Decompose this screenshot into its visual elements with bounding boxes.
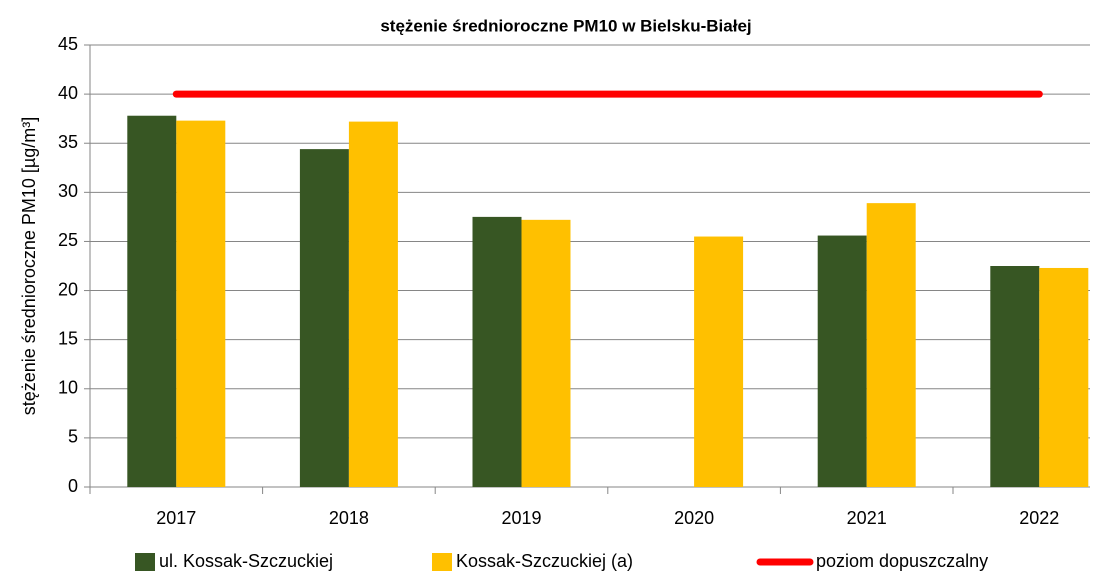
bar — [176, 120, 226, 488]
bar — [1039, 267, 1089, 487]
y-tick-label: 10 — [58, 378, 78, 398]
legend-swatch — [135, 553, 155, 571]
legend-label: ul. Kossak-Szczuckiej — [159, 551, 333, 571]
bar — [817, 235, 867, 487]
x-tick-label: 2021 — [847, 508, 887, 528]
legend-label: Kossak-Szczuckiej (a) — [456, 551, 633, 571]
chart-title: stężenie średnioroczne PM10 w Bielsku-Bi… — [380, 16, 751, 35]
bar — [990, 266, 1040, 487]
legend-label: poziom dopuszczalny — [816, 551, 988, 571]
x-tick-label: 2022 — [1019, 508, 1059, 528]
y-axis-label: stężenie średnioroczne PM10 [µg/m³] — [19, 117, 39, 416]
bar — [472, 216, 522, 487]
x-tick-label: 2020 — [674, 508, 714, 528]
x-tick-label: 2018 — [329, 508, 369, 528]
x-tick-label: 2017 — [156, 508, 196, 528]
y-tick-label: 40 — [58, 83, 78, 103]
bar — [521, 219, 571, 487]
bar — [866, 203, 916, 488]
y-tick-label: 5 — [68, 427, 78, 447]
y-tick-label: 15 — [58, 328, 78, 348]
bar — [127, 115, 177, 487]
y-tick-label: 0 — [68, 476, 78, 496]
y-tick-label: 35 — [58, 132, 78, 152]
y-tick-label: 25 — [58, 230, 78, 250]
y-tick-label: 30 — [58, 181, 78, 201]
x-tick-label: 2019 — [501, 508, 541, 528]
y-tick-label: 20 — [58, 279, 78, 299]
bar — [694, 236, 744, 487]
bar — [348, 121, 398, 487]
bar — [299, 149, 349, 488]
legend-swatch — [432, 553, 452, 571]
y-tick-label: 45 — [58, 34, 78, 54]
